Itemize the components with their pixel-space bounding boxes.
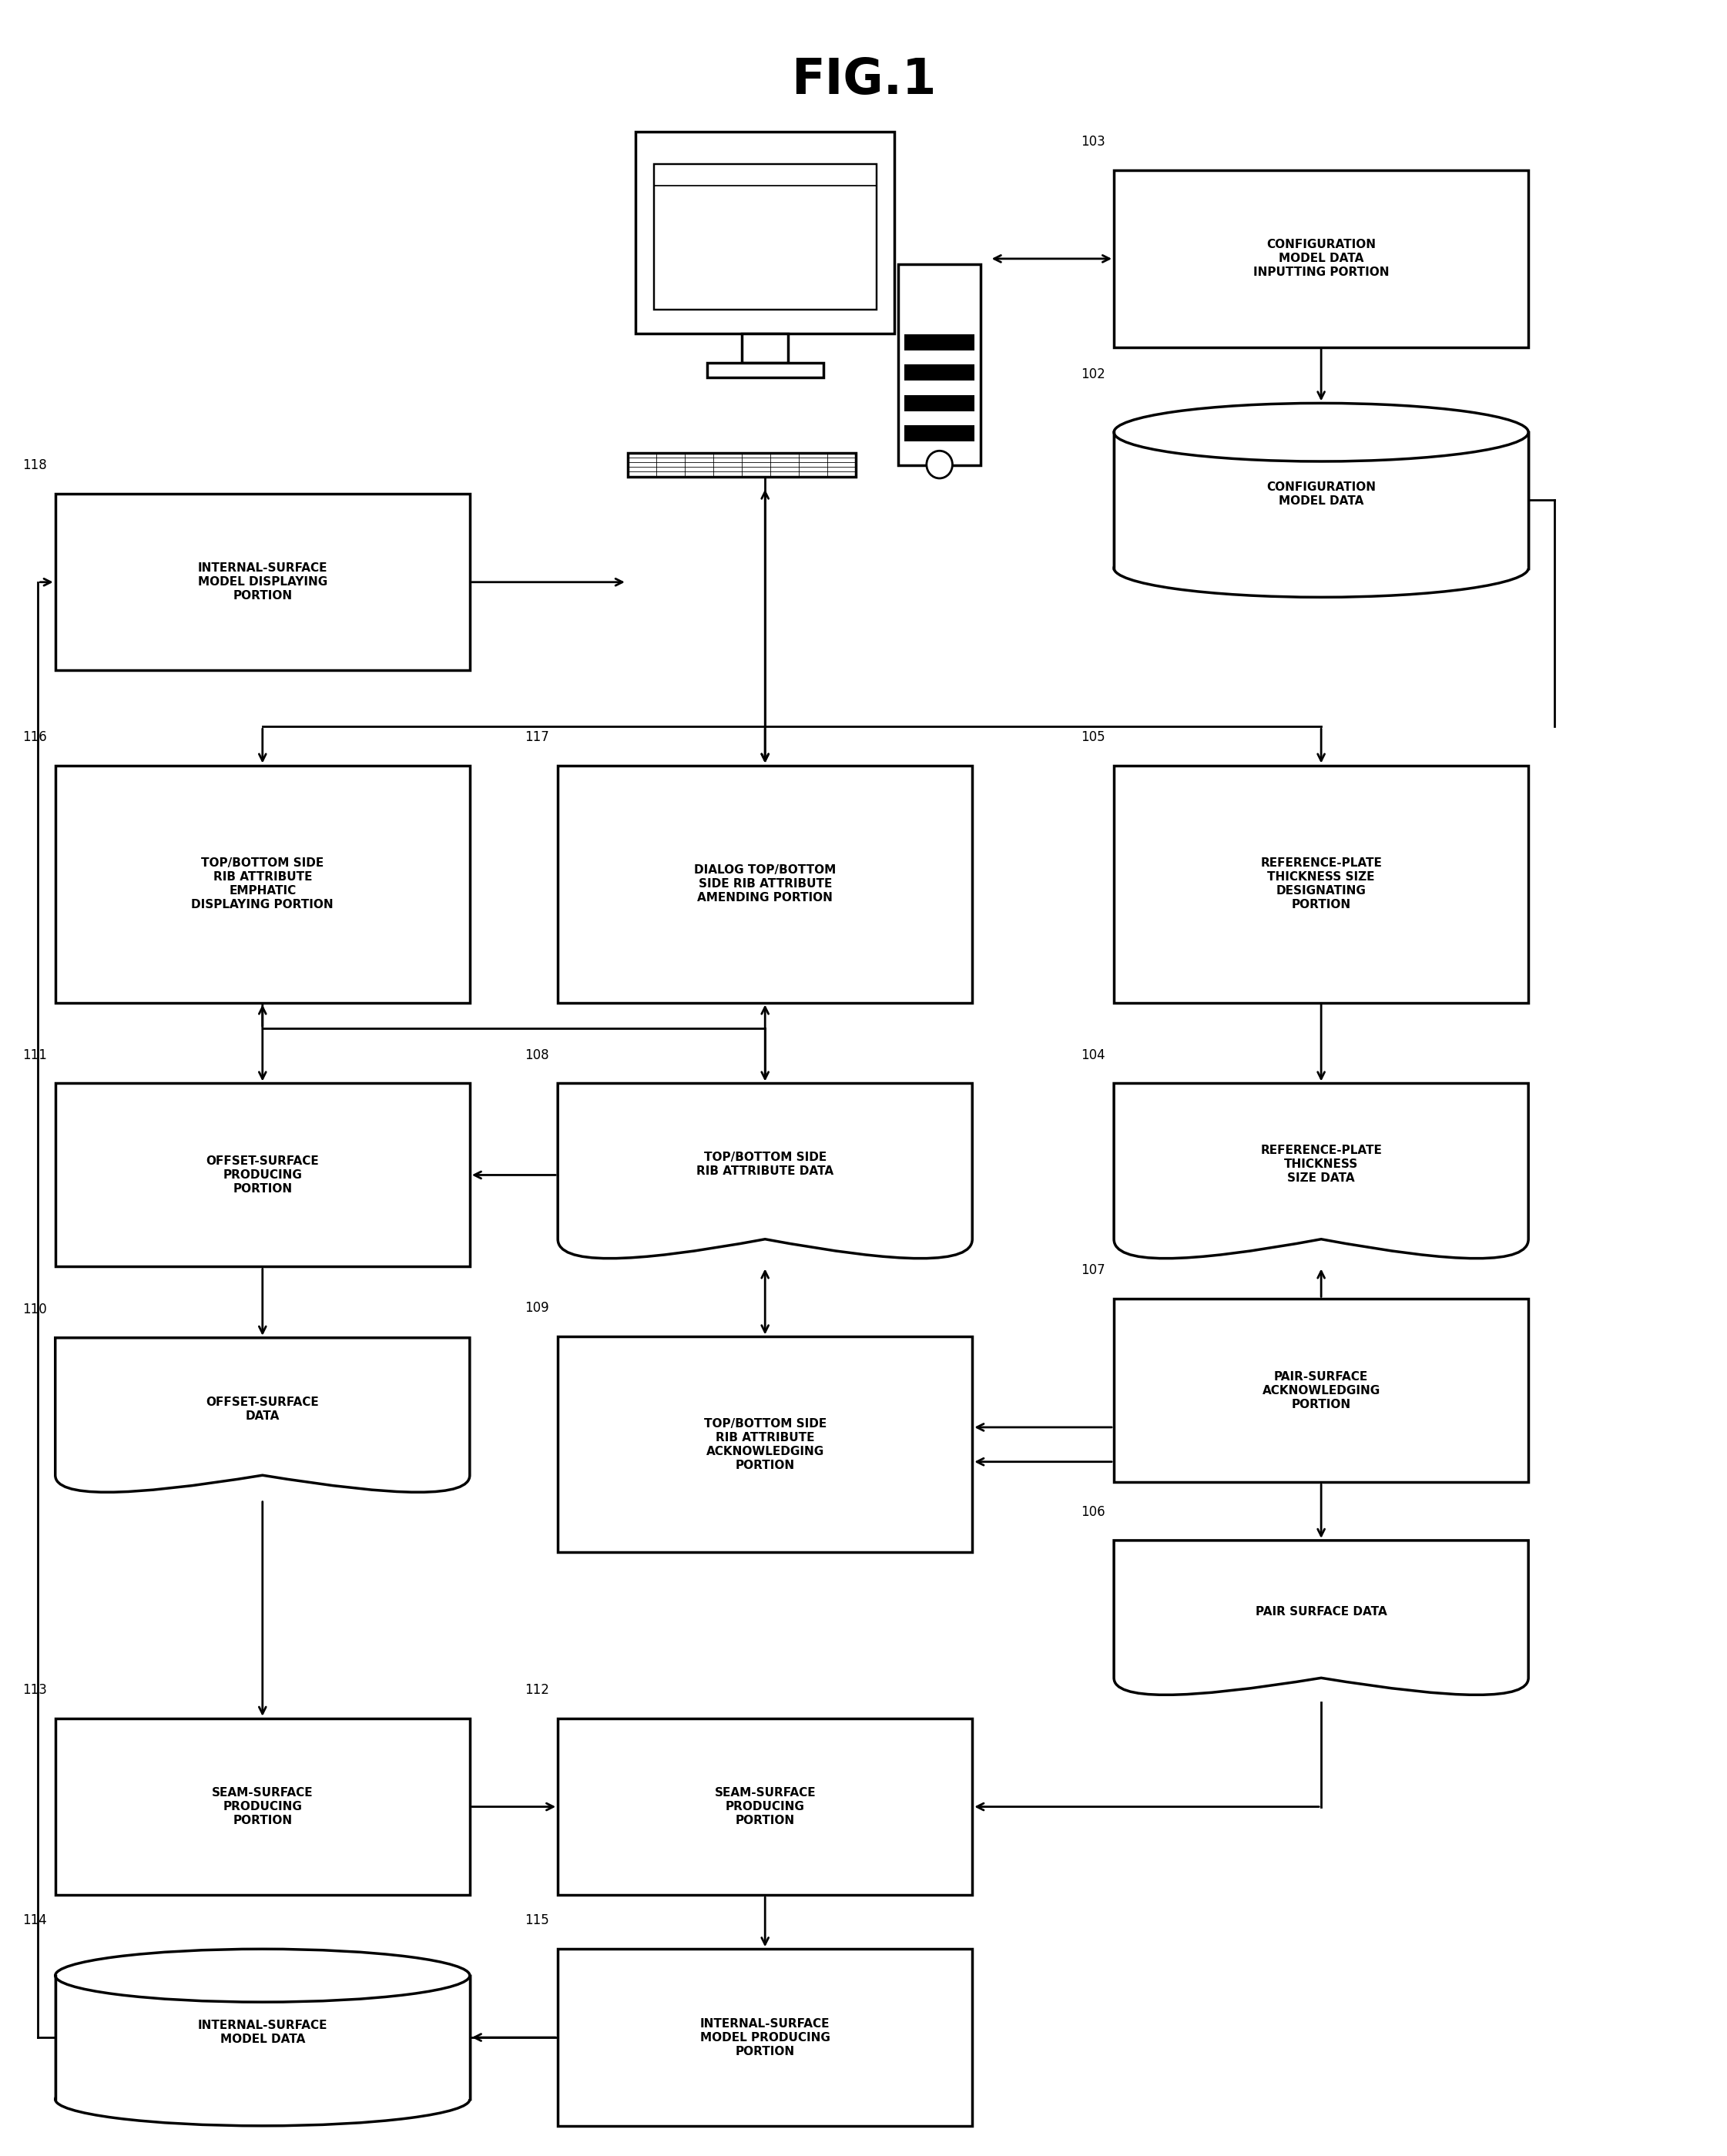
Bar (905, 395, 974, 412)
Text: 111: 111 (22, 1048, 47, 1063)
PathPatch shape (55, 1337, 470, 1492)
Text: 104: 104 (1081, 1048, 1105, 1063)
Text: REFERENCE-PLATE
THICKNESS
SIZE DATA: REFERENCE-PLATE THICKNESS SIZE DATA (1261, 1145, 1382, 1184)
Bar (55, 765, 470, 1003)
Text: 117: 117 (525, 731, 549, 744)
Bar (898, 263, 981, 466)
Text: TOP/BOTTOM SIDE
RIB ATTRIBUTE DATA: TOP/BOTTOM SIDE RIB ATTRIBUTE DATA (696, 1151, 834, 1177)
Text: 109: 109 (525, 1302, 549, 1315)
PathPatch shape (558, 1082, 972, 1259)
Bar (55, 1082, 470, 1266)
Ellipse shape (55, 2072, 470, 2126)
Bar (706, 362, 824, 377)
Bar (636, 132, 895, 334)
Bar (1114, 1298, 1528, 1483)
Bar (1114, 765, 1528, 1003)
Bar (558, 1949, 972, 2126)
PathPatch shape (1114, 1082, 1528, 1259)
Bar (55, 1975, 470, 2100)
Bar (1114, 433, 1528, 569)
Bar (743, 334, 789, 362)
Bar (558, 1337, 972, 1552)
Bar (558, 765, 972, 1003)
Text: CONFIGURATION
MODEL DATA: CONFIGURATION MODEL DATA (1266, 481, 1376, 507)
Text: 112: 112 (525, 1684, 549, 1697)
Bar (905, 425, 974, 442)
Text: 113: 113 (22, 1684, 47, 1697)
Text: 114: 114 (22, 1915, 47, 1927)
Bar (653, 164, 877, 308)
Bar (55, 1975, 470, 2100)
Text: PAIR-SURFACE
ACKNOWLEDGING
PORTION: PAIR-SURFACE ACKNOWLEDGING PORTION (1262, 1371, 1380, 1410)
Text: TOP/BOTTOM SIDE
RIB ATTRIBUTE
ACKNOWLEDGING
PORTION: TOP/BOTTOM SIDE RIB ATTRIBUTE ACKNOWLEDG… (703, 1419, 827, 1470)
Text: 105: 105 (1081, 731, 1105, 744)
Bar (905, 364, 974, 382)
Text: INTERNAL-SURFACE
MODEL PRODUCING
PORTION: INTERNAL-SURFACE MODEL PRODUCING PORTION (699, 2018, 831, 2057)
Text: REFERENCE-PLATE
THICKNESS SIZE
DESIGNATING
PORTION: REFERENCE-PLATE THICKNESS SIZE DESIGNATI… (1261, 858, 1382, 910)
Text: 116: 116 (22, 731, 47, 744)
Bar (55, 494, 470, 671)
Text: DIALOG TOP/BOTTOM
SIDE RIB ATTRIBUTE
AMENDING PORTION: DIALOG TOP/BOTTOM SIDE RIB ATTRIBUTE AME… (694, 865, 836, 903)
Ellipse shape (1114, 539, 1528, 597)
Bar (629, 453, 857, 476)
Bar (558, 1718, 972, 1895)
Text: 107: 107 (1081, 1263, 1105, 1276)
Bar (1114, 170, 1528, 347)
Text: PAIR SURFACE DATA: PAIR SURFACE DATA (1256, 1606, 1387, 1617)
Ellipse shape (1114, 403, 1528, 461)
Text: SEAM-SURFACE
PRODUCING
PORTION: SEAM-SURFACE PRODUCING PORTION (212, 1787, 313, 1826)
Text: OFFSET-SURFACE
DATA: OFFSET-SURFACE DATA (206, 1397, 319, 1421)
Ellipse shape (55, 1949, 470, 2003)
Text: INTERNAL-SURFACE
MODEL DISPLAYING
PORTION: INTERNAL-SURFACE MODEL DISPLAYING PORTIO… (197, 563, 328, 602)
Text: 106: 106 (1081, 1505, 1105, 1520)
Text: OFFSET-SURFACE
PRODUCING
PORTION: OFFSET-SURFACE PRODUCING PORTION (206, 1156, 319, 1194)
Text: FIG.1: FIG.1 (791, 56, 936, 103)
Text: 108: 108 (525, 1048, 549, 1063)
Text: 103: 103 (1081, 136, 1105, 149)
Text: 115: 115 (525, 1915, 549, 1927)
Text: 101: 101 (655, 166, 679, 179)
Text: SEAM-SURFACE
PRODUCING
PORTION: SEAM-SURFACE PRODUCING PORTION (715, 1787, 815, 1826)
Text: 118: 118 (22, 459, 47, 472)
Bar (1114, 433, 1528, 569)
Text: 110: 110 (22, 1302, 47, 1315)
Ellipse shape (927, 451, 953, 479)
Bar (905, 334, 974, 351)
Bar (55, 1718, 470, 1895)
PathPatch shape (1114, 1539, 1528, 1695)
Text: CONFIGURATION
MODEL DATA
INPUTTING PORTION: CONFIGURATION MODEL DATA INPUTTING PORTI… (1254, 239, 1389, 278)
Text: TOP/BOTTOM SIDE
RIB ATTRIBUTE
EMPHATIC
DISPLAYING PORTION: TOP/BOTTOM SIDE RIB ATTRIBUTE EMPHATIC D… (192, 858, 333, 910)
Text: INTERNAL-SURFACE
MODEL DATA: INTERNAL-SURFACE MODEL DATA (197, 2020, 328, 2044)
Text: 102: 102 (1081, 369, 1105, 382)
